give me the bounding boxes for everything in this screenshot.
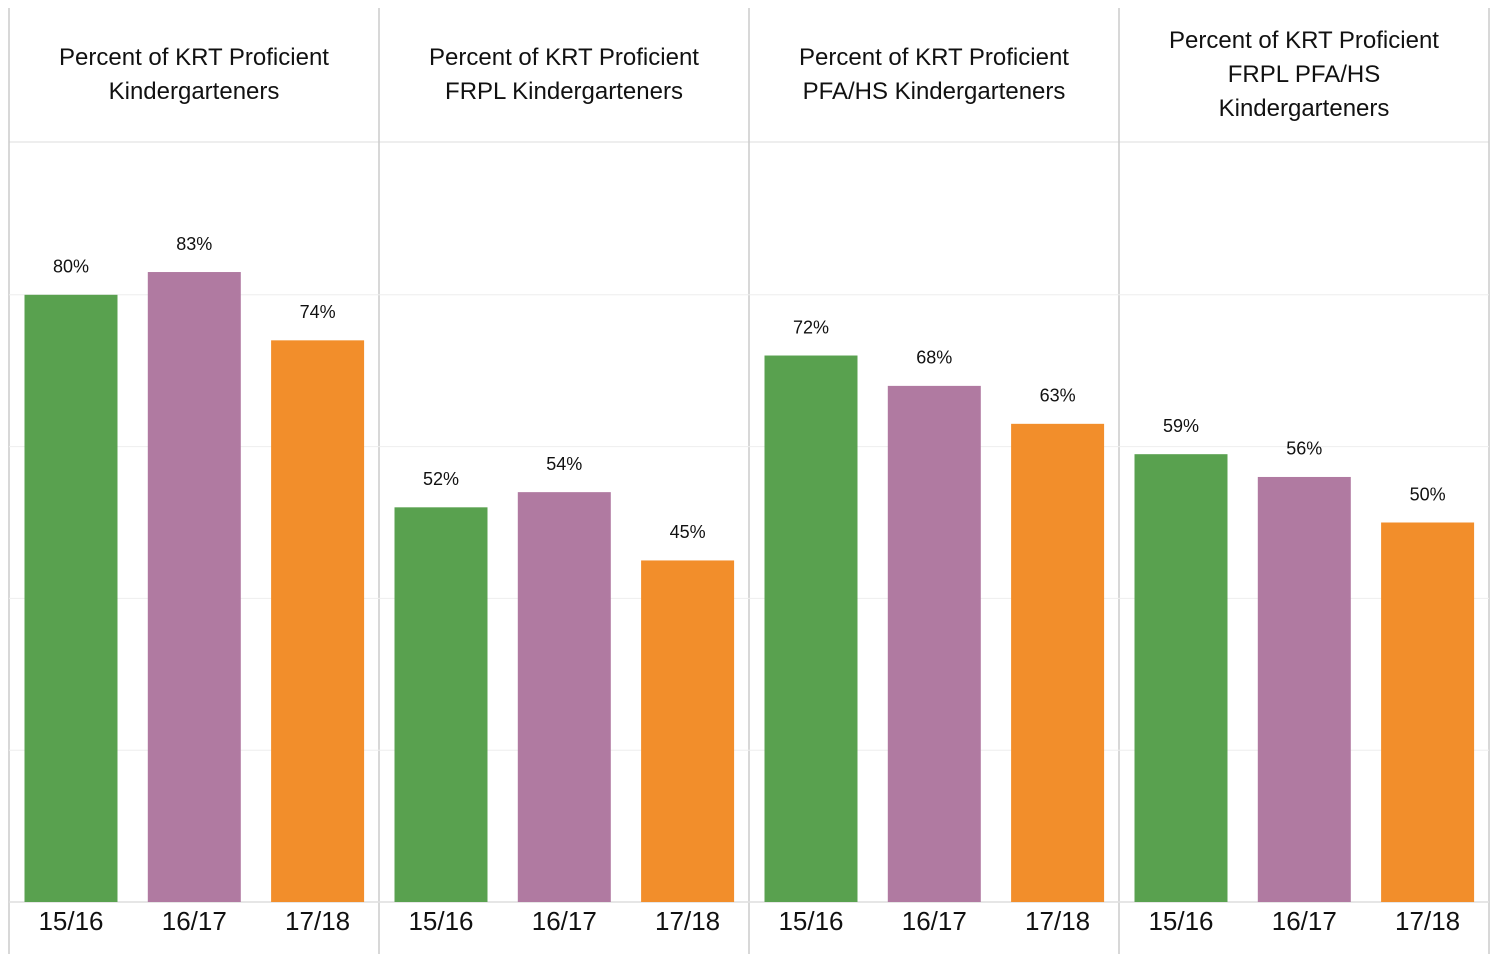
bar bbox=[1381, 522, 1475, 902]
bar bbox=[641, 560, 735, 902]
x-tick-label: 17/18 bbox=[285, 906, 350, 936]
data-label: 83% bbox=[176, 234, 212, 254]
data-label: 45% bbox=[670, 522, 706, 542]
bar bbox=[24, 294, 118, 902]
data-label: 54% bbox=[546, 454, 582, 474]
x-tick-label: 15/16 bbox=[778, 906, 843, 936]
panel-title: Percent of KRT Proficient FRPL Kindergar… bbox=[429, 44, 699, 105]
x-tick-label: 17/18 bbox=[655, 906, 720, 936]
x-tick-label: 15/16 bbox=[408, 906, 473, 936]
x-tick-label: 15/16 bbox=[38, 906, 103, 936]
bar bbox=[271, 340, 365, 903]
data-label: 59% bbox=[1163, 416, 1199, 436]
x-tick-label: 16/17 bbox=[532, 906, 597, 936]
panel-title: Percent of KRT Proficient Kindergartener… bbox=[59, 44, 329, 105]
x-tick-label: 16/17 bbox=[1272, 906, 1337, 936]
bar bbox=[517, 492, 611, 902]
data-label: 63% bbox=[1040, 386, 1076, 406]
x-tick-label: 17/18 bbox=[1025, 906, 1090, 936]
data-label: 50% bbox=[1410, 484, 1446, 504]
bar bbox=[1011, 423, 1105, 902]
bar bbox=[764, 355, 858, 902]
data-label: 72% bbox=[793, 317, 829, 337]
bar bbox=[1257, 476, 1351, 902]
data-label: 74% bbox=[300, 302, 336, 322]
data-label: 68% bbox=[916, 348, 952, 368]
x-tick-label: 16/17 bbox=[162, 906, 227, 936]
bar bbox=[1134, 454, 1228, 902]
x-tick-label: 16/17 bbox=[902, 906, 967, 936]
bar bbox=[394, 507, 488, 902]
x-tick-label: 17/18 bbox=[1395, 906, 1460, 936]
data-label: 56% bbox=[1286, 439, 1322, 459]
x-tick-label: 15/16 bbox=[1148, 906, 1213, 936]
panel-title: Percent of KRT Proficient FRPL PFA/HS Ki… bbox=[1169, 27, 1439, 122]
data-label: 80% bbox=[53, 257, 89, 277]
panel-title: Percent of KRT Proficient PFA/HS Kinderg… bbox=[799, 44, 1069, 105]
bar bbox=[887, 385, 981, 902]
bar bbox=[147, 272, 241, 902]
data-label: 52% bbox=[423, 469, 459, 489]
